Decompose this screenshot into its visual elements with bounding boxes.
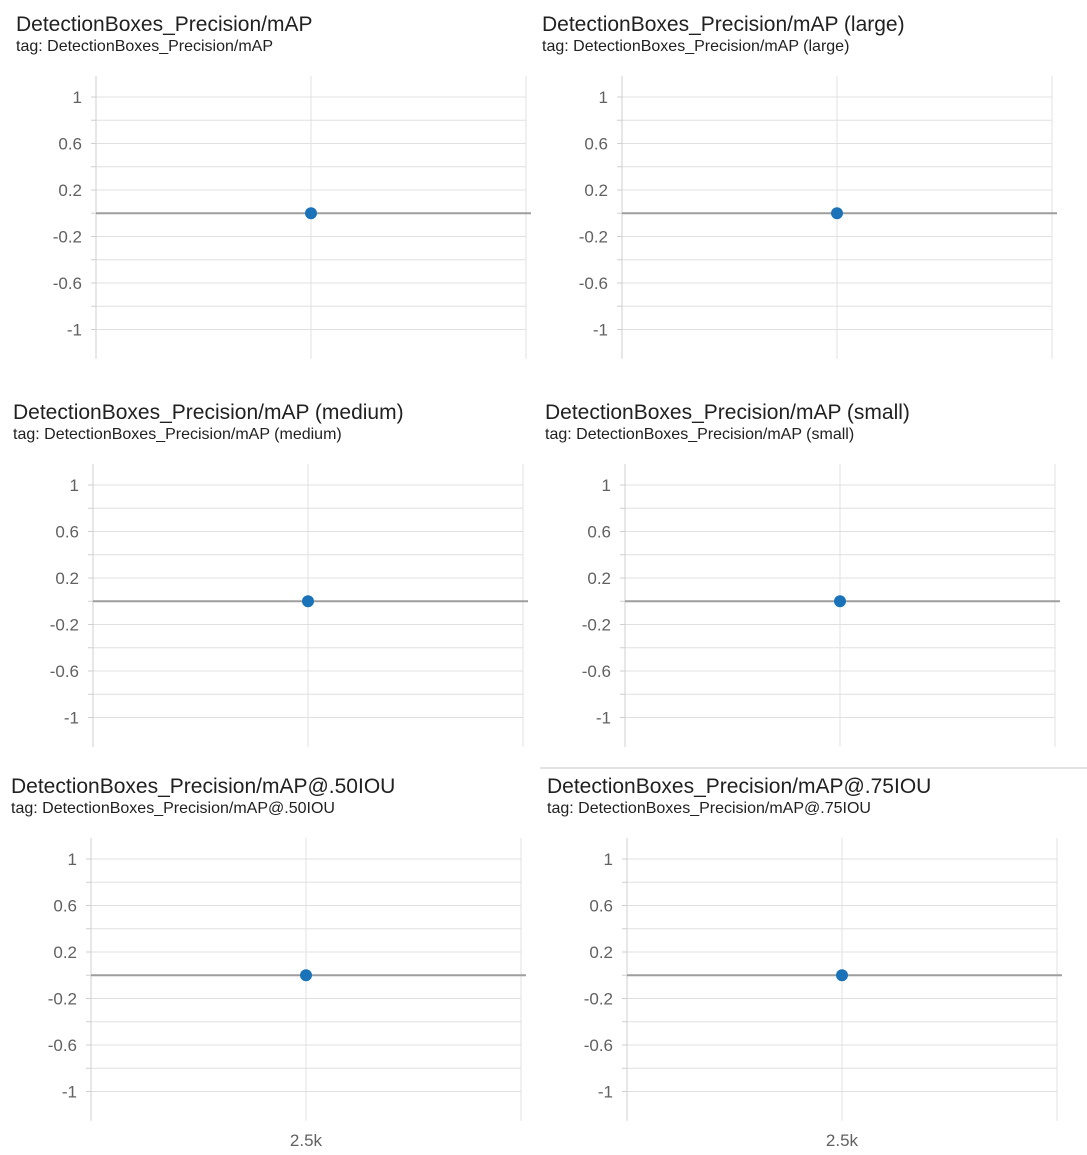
- chart-panel-map-75iou: DetectionBoxes_Precision/mAP@.75IOU tag:…: [547, 774, 1072, 1150]
- y-tick-label: -0.6: [582, 662, 611, 681]
- y-tick-label: 0.6: [589, 897, 613, 916]
- data-point: [300, 969, 312, 982]
- y-tick-label: -1: [62, 1083, 77, 1102]
- chart-title: DetectionBoxes_Precision/mAP: [16, 13, 313, 36]
- chart-tag: tag: DetectionBoxes_Precision/mAP@.75IOU: [547, 800, 871, 817]
- chart-plot: 1 0.6 0.2 -0.2 -0.6 -1: [579, 76, 1057, 359]
- y-tick-label: 0.2: [589, 943, 613, 962]
- y-tick-label: -1: [67, 321, 82, 340]
- chart-title: DetectionBoxes_Precision/mAP (medium): [13, 401, 404, 424]
- y-tick-label: 0.2: [55, 569, 79, 588]
- y-tick-label: -0.2: [579, 228, 608, 247]
- chart-title: DetectionBoxes_Precision/mAP (small): [545, 401, 910, 424]
- y-tick-label: 0.6: [53, 897, 77, 916]
- y-tick-label: 1: [602, 476, 611, 495]
- chart-panel-map-small: DetectionBoxes_Precision/mAP (small) tag…: [545, 400, 1070, 770]
- y-tick-label: 0.2: [53, 943, 77, 962]
- chart-plot: 1 0.6 0.2 -0.2 -0.6 -1: [50, 464, 528, 747]
- y-tick-label: -1: [593, 321, 608, 340]
- x-tick-label: 2.5k: [290, 1131, 323, 1150]
- chart-tag: tag: DetectionBoxes_Precision/mAP: [16, 38, 274, 55]
- y-tick-label: 1: [73, 88, 82, 107]
- y-tick-label: -1: [596, 709, 611, 728]
- chart-tag: tag: DetectionBoxes_Precision/mAP@.50IOU: [11, 800, 335, 817]
- y-tick-label: -0.6: [579, 274, 608, 293]
- y-tick-label: 0.6: [587, 523, 611, 542]
- y-tick-label: -1: [64, 709, 79, 728]
- chart-panel-map-large: DetectionBoxes_Precision/mAP (large) tag…: [542, 12, 1067, 382]
- chart-plot: 1 0.6 0.2 -0.2 -0.6 -1: [53, 76, 531, 359]
- y-tick-label: 1: [604, 850, 613, 869]
- chart-title: DetectionBoxes_Precision/mAP@.50IOU: [11, 775, 396, 798]
- y-tick-label: -1: [598, 1083, 613, 1102]
- chart-panel-map-50iou: DetectionBoxes_Precision/mAP@.50IOU tag:…: [11, 774, 536, 1150]
- chart-panel-map: DetectionBoxes_Precision/mAP tag: Detect…: [16, 12, 541, 382]
- y-tick-label: 0.2: [58, 181, 82, 200]
- row-divider: [540, 767, 1087, 769]
- data-point: [302, 595, 314, 608]
- chart-title: DetectionBoxes_Precision/mAP@.75IOU: [547, 775, 932, 798]
- y-tick-label: 0.6: [584, 135, 608, 154]
- y-tick-label: 1: [70, 476, 79, 495]
- y-tick-label: 1: [599, 88, 608, 107]
- y-tick-label: -0.6: [584, 1036, 613, 1055]
- y-tick-label: -0.6: [53, 274, 82, 293]
- chart-plot: 1 0.6 0.2 -0.2 -0.6 -1 2.5k: [584, 838, 1062, 1150]
- chart-plot: 1 0.6 0.2 -0.2 -0.6 -1 2.5k: [48, 838, 526, 1150]
- data-point: [305, 207, 317, 220]
- y-tick-label: -0.6: [50, 662, 79, 681]
- y-tick-label: 0.2: [587, 569, 611, 588]
- y-tick-label: -0.6: [48, 1036, 77, 1055]
- chart-tag: tag: DetectionBoxes_Precision/mAP (mediu…: [13, 426, 342, 443]
- y-tick-label: -0.2: [50, 616, 79, 635]
- data-point: [836, 969, 848, 982]
- chart-plot: 1 0.6 0.2 -0.2 -0.6 -1: [582, 464, 1060, 747]
- y-tick-label: -0.2: [582, 616, 611, 635]
- chart-title: DetectionBoxes_Precision/mAP (large): [542, 13, 905, 36]
- y-tick-label: -0.2: [48, 990, 77, 1009]
- chart-panel-map-medium: DetectionBoxes_Precision/mAP (medium) ta…: [13, 400, 538, 770]
- y-tick-label: 1: [68, 850, 77, 869]
- y-tick-label: -0.2: [53, 228, 82, 247]
- data-point: [831, 207, 843, 220]
- x-tick-label: 2.5k: [826, 1131, 859, 1150]
- chart-tag: tag: DetectionBoxes_Precision/mAP (large…: [542, 38, 850, 55]
- y-tick-label: 0.6: [55, 523, 79, 542]
- data-point: [834, 595, 846, 608]
- y-tick-label: 0.2: [584, 181, 608, 200]
- chart-tag: tag: DetectionBoxes_Precision/mAP (small…: [545, 426, 855, 443]
- y-tick-label: 0.6: [58, 135, 82, 154]
- y-tick-label: -0.2: [584, 990, 613, 1009]
